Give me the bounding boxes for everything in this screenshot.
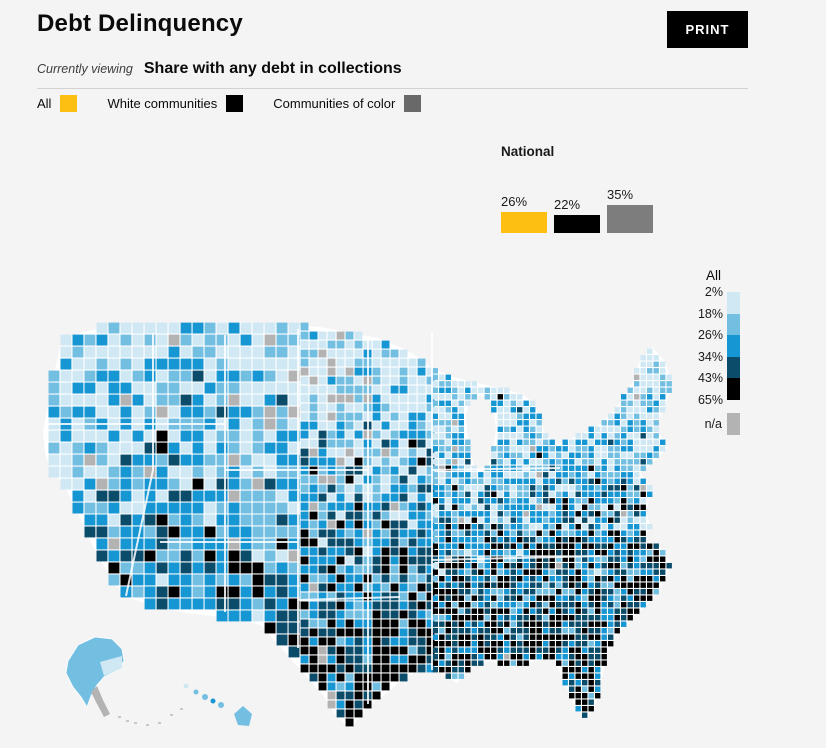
ramp-segment bbox=[727, 292, 740, 314]
all-swatch-icon bbox=[60, 95, 78, 112]
scale-title: All bbox=[705, 268, 721, 283]
communities-of-color-swatch-icon bbox=[404, 95, 422, 112]
scale-tick-43: 43% bbox=[697, 371, 723, 386]
currently-viewing-label: Currently viewing bbox=[37, 62, 133, 76]
legend-label-communities-of-color: Communities of color bbox=[273, 96, 396, 111]
scale-tick-65: 65% bbox=[697, 393, 723, 407]
scale-body: 2% 18% 26% 34% 43% 65% bbox=[680, 285, 740, 407]
national-bar-chart: 26% 22% 35% bbox=[501, 186, 653, 233]
national-bar-communities-of-color: 35% bbox=[607, 187, 653, 233]
bar bbox=[607, 205, 653, 233]
scale-color-ramp bbox=[727, 292, 740, 400]
legend-item-all: All bbox=[37, 95, 78, 112]
alaska[interactable] bbox=[65, 636, 183, 726]
us-county-map[interactable] bbox=[0, 300, 760, 748]
print-button[interactable]: PRINT bbox=[667, 11, 748, 48]
scale-tick-34: 34% bbox=[697, 349, 723, 364]
group-legend: All White communities Communities of col… bbox=[37, 95, 422, 112]
metric-title: Share with any debt in collections bbox=[143, 60, 402, 77]
scale-tick-26: 26% bbox=[697, 328, 723, 343]
bar-value-label: 22% bbox=[554, 197, 581, 212]
na-swatch-icon bbox=[727, 413, 740, 435]
national-chart-title: National bbox=[501, 144, 555, 159]
ramp-segment bbox=[727, 313, 740, 336]
bar-value-label: 26% bbox=[501, 194, 528, 209]
ramp-segment bbox=[727, 356, 740, 379]
header-divider bbox=[37, 88, 748, 89]
legend-label-white-communities: White communities bbox=[107, 96, 218, 111]
scale-tick-labels: 2% 18% 26% 34% 43% 65% bbox=[680, 285, 723, 407]
state-borders bbox=[47, 329, 601, 704]
page-title: Debt Delinquency bbox=[37, 10, 243, 37]
bar bbox=[501, 212, 547, 233]
scale-tick-2: 2% bbox=[704, 285, 723, 299]
legend-label-all: All bbox=[37, 96, 52, 111]
legend-item-white-communities: White communities bbox=[107, 95, 244, 112]
legend-item-communities-of-color: Communities of color bbox=[273, 95, 422, 112]
national-bar-all: 26% bbox=[501, 194, 547, 233]
scale-na-row: n/a bbox=[680, 413, 740, 435]
scale-tick-18: 18% bbox=[697, 306, 723, 321]
white-communities-swatch-icon bbox=[226, 95, 244, 112]
choropleth-map-svg[interactable] bbox=[0, 300, 760, 748]
na-label: n/a bbox=[704, 417, 722, 431]
bar bbox=[554, 215, 600, 233]
ramp-segment bbox=[727, 335, 740, 357]
map-scale-legend: All 2% 18% 26% 34% 43% 65% n/a bbox=[680, 268, 740, 435]
national-bar-white-communities: 22% bbox=[554, 197, 600, 233]
currently-viewing-row: Currently viewing Share with any debt in… bbox=[37, 60, 402, 78]
hawaii[interactable] bbox=[183, 683, 253, 727]
bar-value-label: 35% bbox=[607, 187, 634, 202]
ramp-segment bbox=[727, 378, 740, 400]
